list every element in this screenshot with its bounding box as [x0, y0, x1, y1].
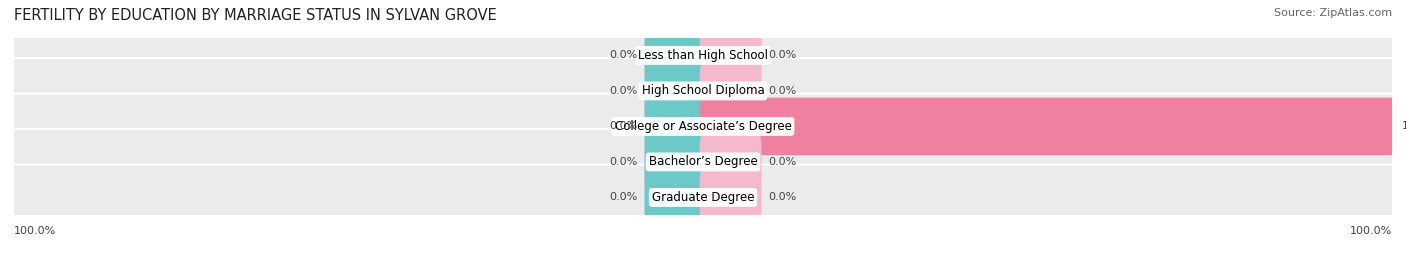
Text: 0.0%: 0.0%	[769, 86, 797, 96]
Text: 0.0%: 0.0%	[609, 86, 637, 96]
Text: 0.0%: 0.0%	[609, 50, 637, 61]
Text: College or Associate’s Degree: College or Associate’s Degree	[614, 120, 792, 133]
Text: FERTILITY BY EDUCATION BY MARRIAGE STATUS IN SYLVAN GROVE: FERTILITY BY EDUCATION BY MARRIAGE STATU…	[14, 8, 496, 23]
Text: 0.0%: 0.0%	[609, 121, 637, 132]
FancyBboxPatch shape	[700, 169, 762, 226]
Text: 0.0%: 0.0%	[769, 192, 797, 203]
Text: Bachelor’s Degree: Bachelor’s Degree	[648, 155, 758, 168]
FancyBboxPatch shape	[11, 94, 1395, 159]
FancyBboxPatch shape	[700, 98, 1395, 155]
FancyBboxPatch shape	[644, 27, 706, 84]
FancyBboxPatch shape	[11, 23, 1395, 88]
Text: 0.0%: 0.0%	[769, 157, 797, 167]
Text: Source: ZipAtlas.com: Source: ZipAtlas.com	[1274, 8, 1392, 18]
FancyBboxPatch shape	[700, 27, 762, 84]
Text: 0.0%: 0.0%	[609, 192, 637, 203]
FancyBboxPatch shape	[700, 133, 762, 191]
FancyBboxPatch shape	[11, 165, 1395, 230]
FancyBboxPatch shape	[644, 62, 706, 120]
FancyBboxPatch shape	[644, 169, 706, 226]
Text: High School Diploma: High School Diploma	[641, 84, 765, 97]
Text: 0.0%: 0.0%	[769, 50, 797, 61]
FancyBboxPatch shape	[644, 133, 706, 191]
Text: Graduate Degree: Graduate Degree	[652, 191, 754, 204]
Text: 0.0%: 0.0%	[609, 157, 637, 167]
Text: 100.0%: 100.0%	[1350, 226, 1392, 236]
FancyBboxPatch shape	[644, 98, 706, 155]
FancyBboxPatch shape	[11, 129, 1395, 195]
FancyBboxPatch shape	[11, 58, 1395, 124]
Text: Less than High School: Less than High School	[638, 49, 768, 62]
Text: 100.0%: 100.0%	[14, 226, 56, 236]
FancyBboxPatch shape	[700, 62, 762, 120]
Text: 100.0%: 100.0%	[1402, 121, 1406, 132]
